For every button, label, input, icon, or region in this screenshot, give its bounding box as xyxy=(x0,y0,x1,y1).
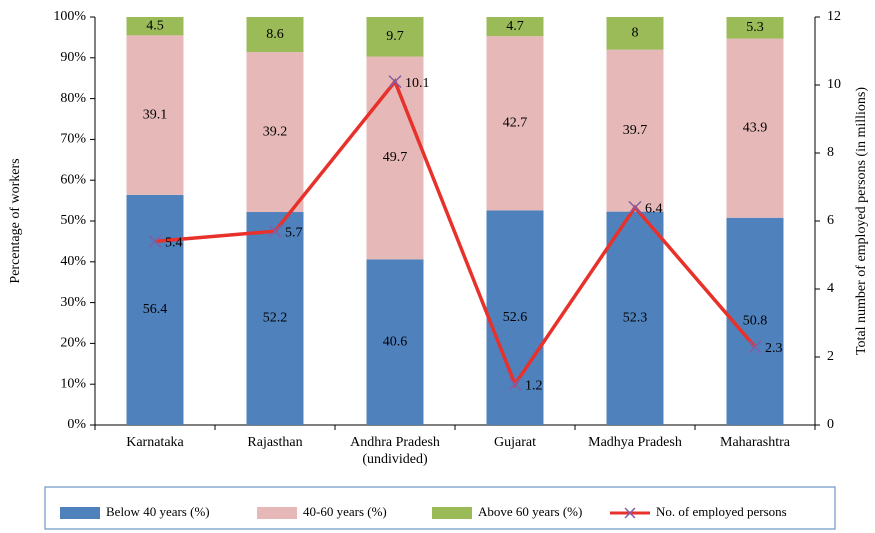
x-tick-label: Maharashtra xyxy=(720,435,790,450)
data-label: 10.1 xyxy=(405,76,430,91)
legend-swatch xyxy=(257,507,297,519)
legend-label: Below 40 years (%) xyxy=(106,504,210,519)
y2-tick-label: 0 xyxy=(827,417,834,432)
data-label: 56.4 xyxy=(143,302,168,317)
y2-axis-title: Total number of employed persons (in mil… xyxy=(854,87,869,355)
bar-segment xyxy=(486,36,544,211)
bar-segment xyxy=(126,194,184,425)
bar-segment xyxy=(366,56,424,260)
legend-box xyxy=(44,486,836,530)
y2-tick-label: 12 xyxy=(827,9,841,24)
line-marker xyxy=(268,224,282,238)
data-label: 4.5 xyxy=(146,18,164,33)
bar-segment xyxy=(726,217,784,425)
line-marker xyxy=(508,377,522,391)
x-tick-label: Karnataka xyxy=(126,435,184,450)
legend-swatch xyxy=(432,507,472,519)
y-axis-title: Percentage of workers xyxy=(8,158,23,283)
y-tick-label: 50% xyxy=(60,213,86,228)
y-tick-label: 10% xyxy=(60,376,86,391)
y2-tick-label: 4 xyxy=(827,281,834,296)
bar-segment xyxy=(726,38,784,218)
bar-segment xyxy=(126,35,184,195)
bar-segment xyxy=(366,259,424,425)
data-label: 52.3 xyxy=(623,311,648,326)
data-label: 42.7 xyxy=(503,116,528,131)
bar-segment xyxy=(486,17,544,37)
y-tick-label: 60% xyxy=(60,172,86,187)
bar-segment xyxy=(246,17,304,53)
data-label: 40.6 xyxy=(383,334,408,349)
data-label: 39.7 xyxy=(623,123,648,138)
bar-segment xyxy=(366,17,424,57)
data-label: 1.2 xyxy=(525,378,543,393)
data-label: 52.2 xyxy=(263,311,288,326)
line xyxy=(154,78,757,388)
y-tick-label: 90% xyxy=(60,50,86,65)
y-tick-label: 20% xyxy=(60,336,86,351)
x-tick-label: Andhra Pradesh (undivided) xyxy=(350,435,440,467)
legend-label: 40-60 years (%) xyxy=(303,504,387,519)
y-tick-label: 30% xyxy=(60,295,86,310)
data-label: 5.3 xyxy=(746,20,764,35)
line-marker xyxy=(388,75,402,89)
data-label: 52.6 xyxy=(503,310,528,325)
x-tick-label: Madhya Pradesh xyxy=(588,435,682,450)
bar-segment xyxy=(486,210,544,425)
data-label: 39.2 xyxy=(263,124,288,139)
data-label: 4.7 xyxy=(506,19,524,34)
data-label: 6.4 xyxy=(645,202,663,217)
y-tick-label: 70% xyxy=(60,132,86,147)
y-tick-label: 40% xyxy=(60,254,86,269)
data-label: 5.4 xyxy=(165,236,183,251)
x-tick-label: Gujarat xyxy=(494,435,536,450)
y-tick-label: 80% xyxy=(60,91,86,106)
x-tick-label: Rajasthan xyxy=(247,435,303,450)
y2-tick-label: 6 xyxy=(827,213,834,228)
data-label: 49.7 xyxy=(383,150,408,165)
y2-tick-label: 10 xyxy=(827,77,841,92)
data-label: 9.7 xyxy=(386,29,404,44)
line-marker xyxy=(148,234,162,248)
bar-segment xyxy=(606,211,664,425)
data-label: 39.1 xyxy=(143,107,168,122)
bar-segment xyxy=(606,17,664,50)
data-label: 8.6 xyxy=(266,27,284,42)
bar-segment xyxy=(606,49,664,212)
y-tick-label: 100% xyxy=(53,9,86,24)
data-label: 5.7 xyxy=(285,225,303,240)
legend-swatch xyxy=(60,507,100,519)
data-label: 43.9 xyxy=(743,120,768,135)
y2-tick-label: 2 xyxy=(827,349,834,364)
data-label: 8 xyxy=(632,26,639,41)
bar-segment xyxy=(246,212,304,425)
legend-marker xyxy=(624,507,636,519)
bar-segment xyxy=(126,17,184,36)
y-tick-label: 0% xyxy=(67,417,86,432)
legend-label: Above 60 years (%) xyxy=(478,504,582,519)
bar-segment xyxy=(726,17,784,39)
legend-label: No. of employed persons xyxy=(656,504,787,519)
line-marker xyxy=(628,200,642,214)
data-label: 50.8 xyxy=(743,314,768,329)
line-marker xyxy=(748,340,762,354)
data-label: 2.3 xyxy=(765,341,783,356)
y2-tick-label: 8 xyxy=(827,145,834,160)
bar-segment xyxy=(246,52,304,213)
